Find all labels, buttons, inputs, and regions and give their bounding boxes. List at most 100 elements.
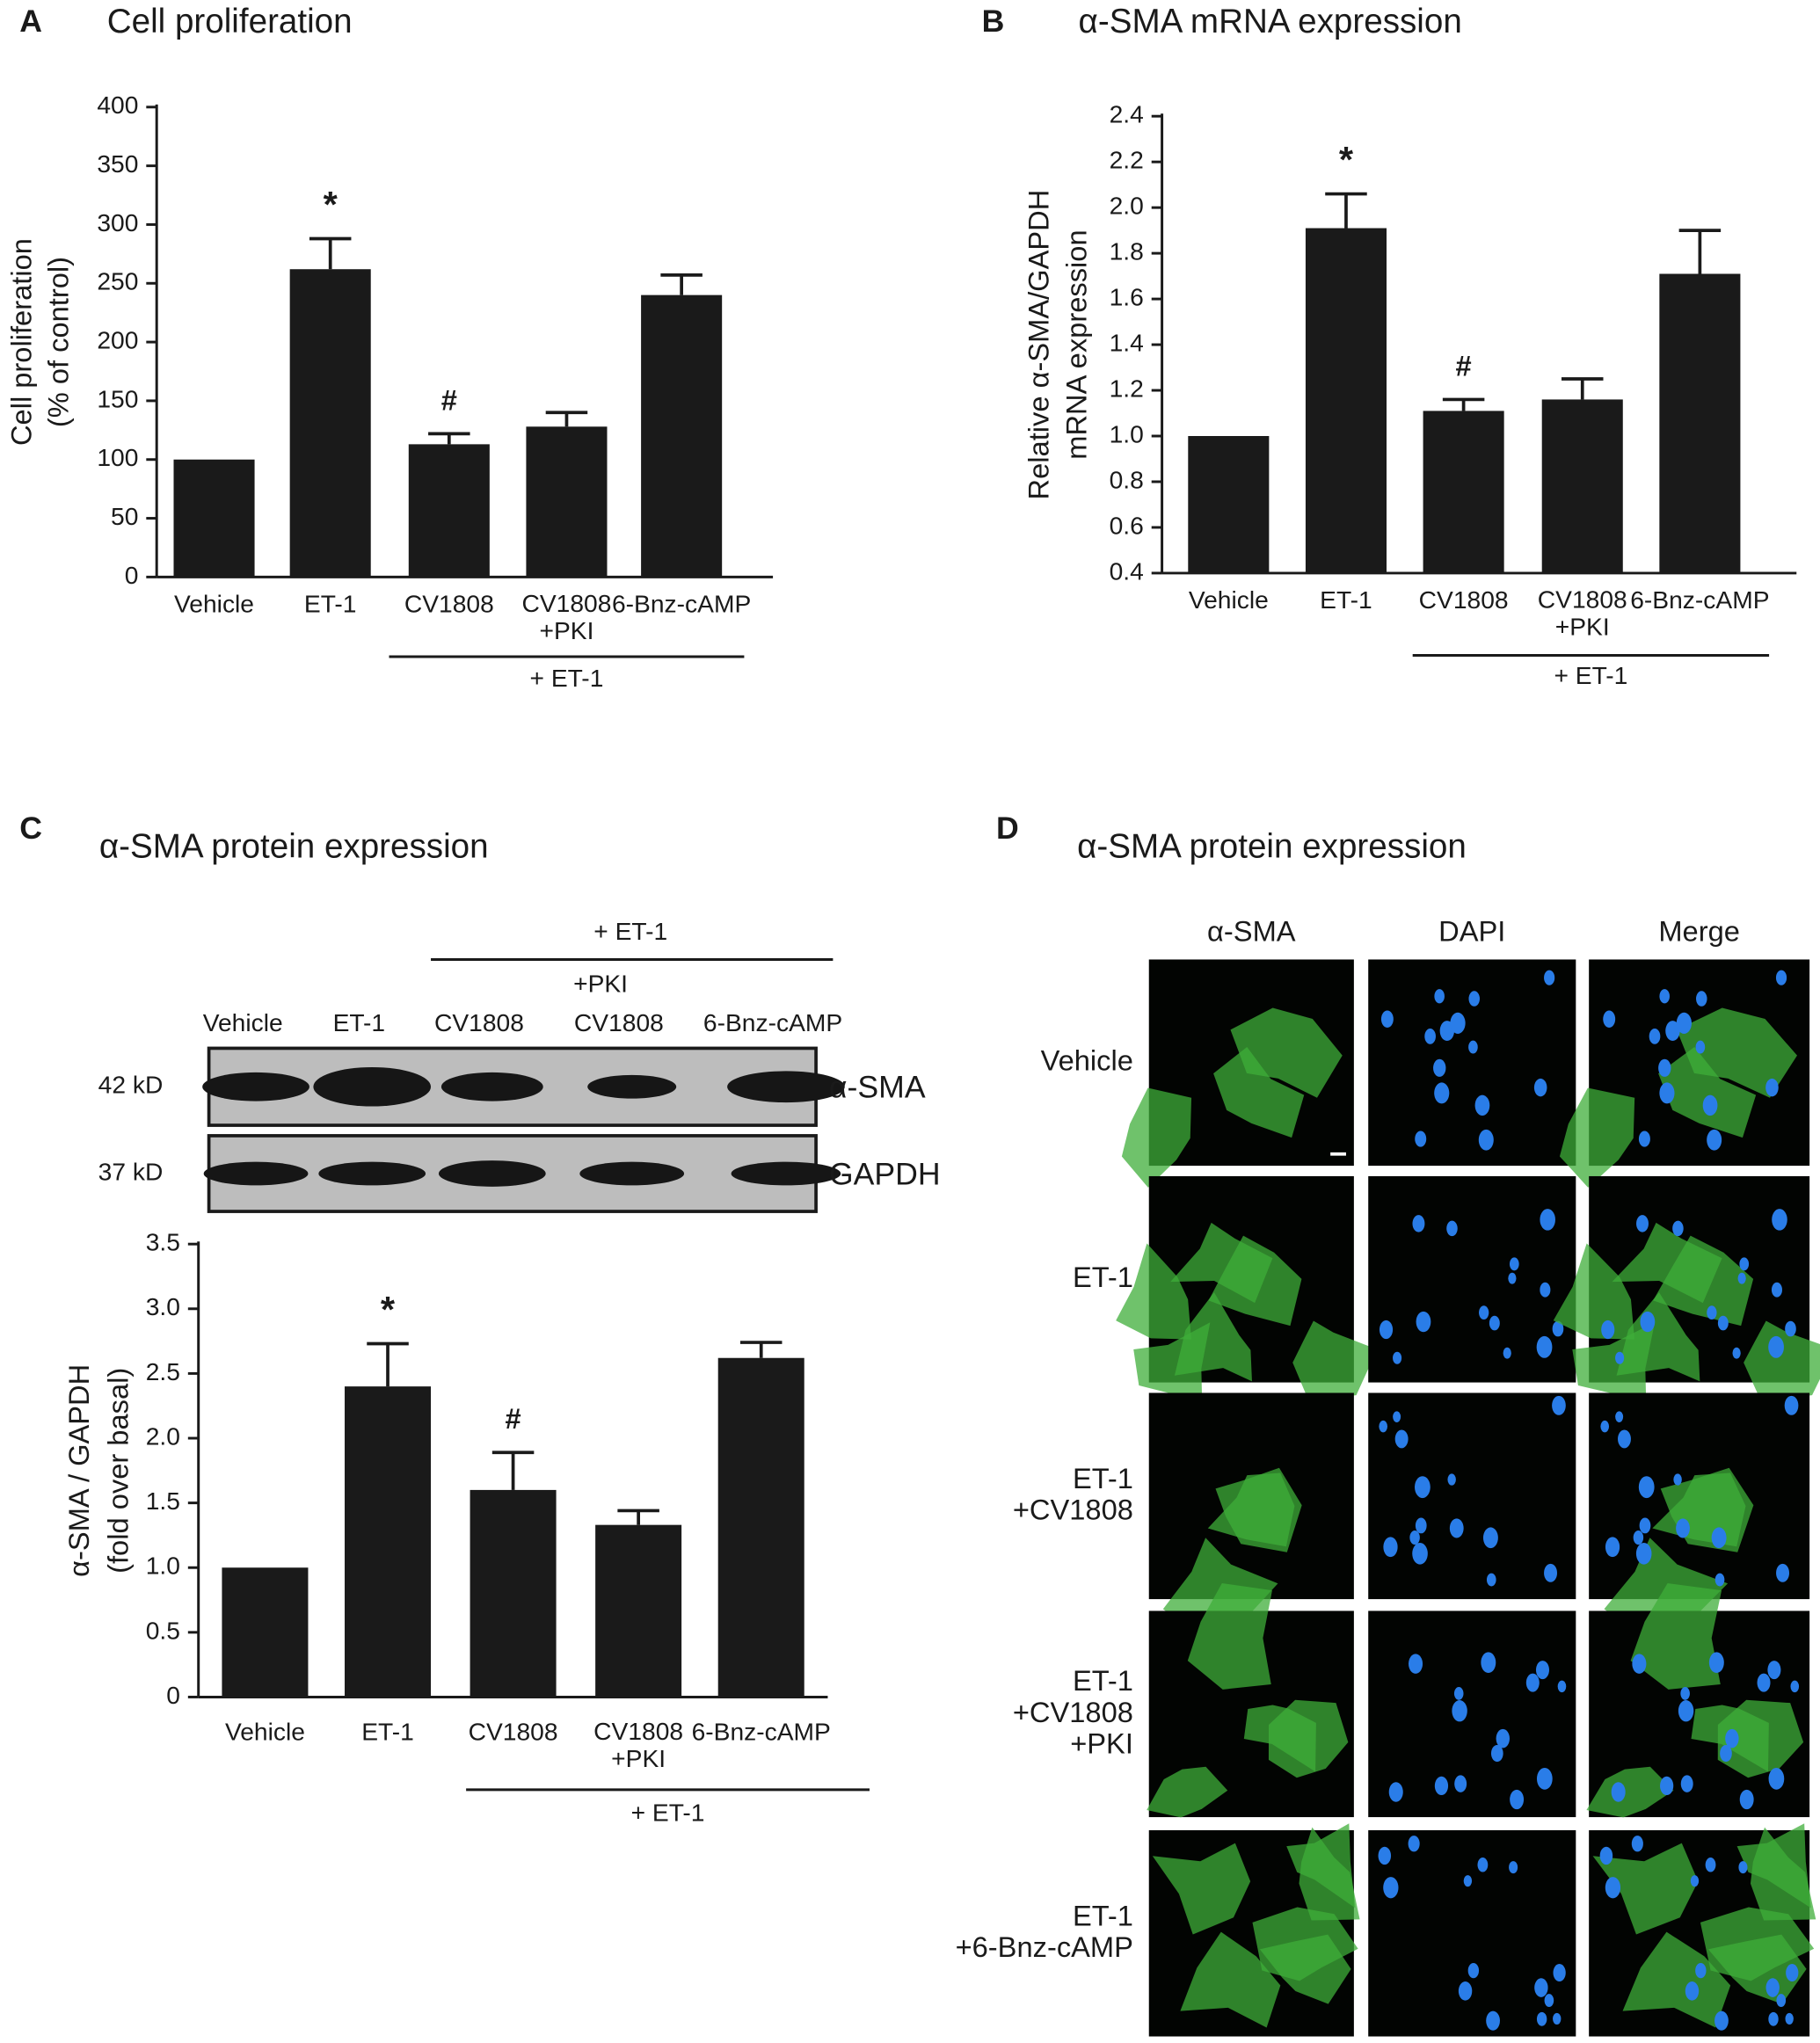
nucleus: [1600, 1420, 1610, 1433]
x-tick-label: 6-Bnz-cAMP: [612, 590, 751, 618]
nucleus: [1765, 1978, 1780, 1997]
chart-title: α-SMA mRNA expression: [1079, 3, 1462, 40]
nucleus: [1540, 1282, 1551, 1298]
x-tick-label: ET-1: [361, 1717, 414, 1745]
nucleus: [1424, 1028, 1436, 1044]
row-label: ET-1: [1073, 1261, 1133, 1293]
blot-band: [318, 1161, 426, 1186]
blot-protein: α-SMA: [829, 1070, 926, 1105]
y-tick-label: 0.6: [1110, 511, 1144, 539]
nucleus: [1776, 1563, 1790, 1582]
nucleus: [1452, 1700, 1467, 1722]
nucleus: [1696, 991, 1707, 1007]
bar: [222, 1567, 309, 1698]
nucleus: [1711, 1527, 1727, 1549]
blot-band: [587, 1074, 677, 1099]
bar: [1541, 399, 1623, 573]
nucleus: [1672, 1220, 1684, 1237]
nucleus: [1544, 1994, 1554, 2008]
bar: [408, 444, 490, 578]
group-label: + ET-1: [530, 664, 604, 692]
nucleus: [1659, 1082, 1675, 1104]
bar: [526, 426, 608, 578]
nucleus: [1757, 1673, 1771, 1692]
nucleus: [1478, 1129, 1494, 1151]
nucleus: [1496, 1728, 1510, 1749]
blot-band: [203, 1161, 309, 1186]
nucleus: [1708, 1652, 1724, 1674]
cell-stain: [1676, 1007, 1797, 1098]
x-tick-label: 6-Bnz-cAMP: [692, 1717, 831, 1745]
nucleus: [1534, 1978, 1548, 1997]
cell-stain: [1559, 1087, 1635, 1188]
nucleus: [1434, 1082, 1450, 1104]
nucleus: [1785, 1320, 1796, 1337]
nucleus: [1453, 1687, 1464, 1700]
x-tick-label: Vehicle: [225, 1717, 305, 1745]
nucleus: [1557, 1680, 1567, 1693]
blot-weight: 42 kD: [98, 1071, 164, 1099]
row-label: ET-1 +6-Bnz-cAMP: [956, 1899, 1133, 1963]
cell-stain: [1612, 1222, 1722, 1304]
nucleus: [1393, 1351, 1402, 1364]
chart-title: Cell proliferation: [107, 3, 353, 40]
nucleus: [1631, 1836, 1643, 1852]
error-bar: [1678, 229, 1722, 274]
bar: [717, 1357, 804, 1698]
cell-stain: [1207, 1472, 1295, 1547]
nucleus: [1603, 1010, 1616, 1028]
nucleus: [1553, 2012, 1562, 2025]
nucleus: [1732, 1347, 1741, 1359]
x-tick-label: ET-1: [304, 590, 357, 618]
nucleus: [1640, 1311, 1656, 1333]
nucleus: [1408, 1836, 1420, 1852]
nucleus: [1605, 1537, 1620, 1558]
y-tick-label: 350: [97, 149, 138, 178]
nucleus: [1725, 1728, 1739, 1749]
nucleus: [1676, 1012, 1693, 1034]
nucleus: [1481, 1652, 1496, 1674]
nucleus: [1477, 1858, 1489, 1872]
nucleus: [1771, 1282, 1782, 1298]
nucleus: [1544, 1563, 1558, 1582]
y-tick-label: 250: [97, 267, 138, 295]
nucleus: [1533, 1078, 1547, 1097]
y-tick-label: 1.2: [1110, 374, 1144, 402]
nucleus: [1446, 1220, 1458, 1237]
blot-band: [202, 1072, 309, 1101]
nucleus: [1463, 1875, 1473, 1887]
nucleus: [1649, 1028, 1661, 1044]
nucleus: [1636, 1215, 1649, 1232]
nucleus: [1702, 1094, 1718, 1116]
nucleus: [1394, 1429, 1409, 1449]
bar: [1423, 411, 1504, 573]
nucleus: [1378, 1846, 1392, 1865]
nucleus: [1739, 1789, 1754, 1810]
x-tick-label: Vehicle: [174, 590, 254, 618]
nucleus: [1599, 1846, 1613, 1865]
nucleus: [1388, 1782, 1403, 1802]
significance-marker: #: [441, 383, 457, 416]
nucleus: [1611, 1782, 1626, 1802]
panel-title: α-SMA protein expression: [1077, 827, 1467, 865]
bar: [1305, 228, 1387, 573]
y-tick-label: 2.5: [146, 1357, 180, 1385]
nucleus: [1632, 1654, 1647, 1674]
row-label: Vehicle: [1041, 1043, 1133, 1076]
error-bar: [617, 1509, 659, 1525]
group-label: + ET-1: [631, 1799, 705, 1827]
blot-band: [579, 1161, 685, 1186]
nucleus: [1695, 1040, 1706, 1054]
x-tick-label: CV1808: [404, 590, 494, 618]
y-tick-label: 1.5: [146, 1487, 180, 1515]
y-tick-label: 1.0: [1110, 419, 1144, 447]
nucleus: [1467, 1962, 1480, 1979]
nucleus: [1665, 1021, 1680, 1042]
nucleus: [1536, 1335, 1553, 1358]
blot-treatment: + ET-1: [593, 917, 667, 945]
y-tick-label: 300: [97, 208, 138, 236]
y-tick-label: 0.4: [1110, 556, 1144, 585]
nucleus: [1412, 1215, 1425, 1232]
nucleus: [1474, 1094, 1490, 1116]
